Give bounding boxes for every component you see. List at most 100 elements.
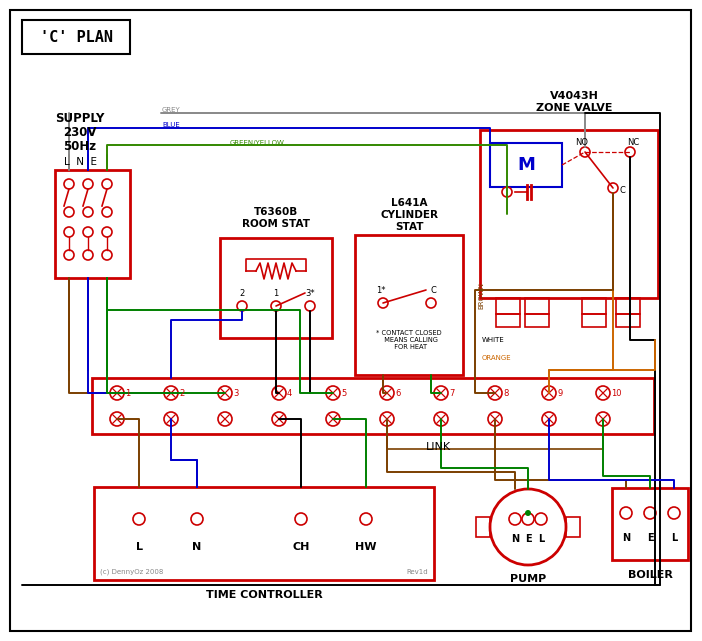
Circle shape bbox=[509, 513, 521, 525]
Text: C: C bbox=[430, 285, 436, 294]
Bar bbox=[476, 517, 490, 537]
Text: L: L bbox=[538, 534, 544, 544]
Text: C: C bbox=[619, 185, 625, 194]
Circle shape bbox=[102, 179, 112, 189]
Circle shape bbox=[64, 179, 74, 189]
Text: 3: 3 bbox=[233, 388, 239, 397]
Text: 7: 7 bbox=[449, 388, 454, 397]
Circle shape bbox=[164, 386, 178, 400]
Circle shape bbox=[360, 513, 372, 525]
Text: Rev1d: Rev1d bbox=[406, 569, 428, 575]
Text: 1*: 1* bbox=[376, 285, 386, 294]
Circle shape bbox=[608, 183, 618, 193]
Text: BLUE: BLUE bbox=[162, 122, 180, 128]
Circle shape bbox=[525, 510, 531, 516]
Bar bbox=[616, 298, 640, 314]
Text: 1: 1 bbox=[125, 388, 131, 397]
Circle shape bbox=[218, 386, 232, 400]
Text: 10: 10 bbox=[611, 388, 621, 397]
Bar bbox=[355, 235, 463, 375]
Circle shape bbox=[83, 250, 93, 260]
Circle shape bbox=[83, 207, 93, 217]
Circle shape bbox=[490, 489, 566, 565]
Text: BOILER: BOILER bbox=[628, 570, 673, 580]
Bar bbox=[612, 488, 688, 560]
Circle shape bbox=[271, 301, 281, 311]
Circle shape bbox=[110, 412, 124, 426]
Text: PUMP: PUMP bbox=[510, 574, 546, 584]
Text: NO: NO bbox=[576, 138, 588, 147]
Text: HW: HW bbox=[355, 542, 377, 552]
Text: L: L bbox=[671, 533, 677, 543]
Circle shape bbox=[542, 386, 556, 400]
Text: NC: NC bbox=[627, 138, 639, 147]
Circle shape bbox=[295, 513, 307, 525]
Text: * CONTACT CLOSED
  MEANS CALLING
  FOR HEAT: * CONTACT CLOSED MEANS CALLING FOR HEAT bbox=[376, 330, 442, 350]
Circle shape bbox=[522, 513, 534, 525]
Circle shape bbox=[64, 250, 74, 260]
Text: E: E bbox=[647, 533, 654, 543]
Circle shape bbox=[64, 227, 74, 237]
Text: 5: 5 bbox=[341, 388, 346, 397]
Circle shape bbox=[102, 207, 112, 217]
Circle shape bbox=[83, 179, 93, 189]
Text: SUPPLY: SUPPLY bbox=[55, 112, 105, 124]
Text: L641A
CYLINDER
STAT: L641A CYLINDER STAT bbox=[380, 199, 438, 231]
Text: TIME CONTROLLER: TIME CONTROLLER bbox=[206, 590, 322, 600]
Text: 4: 4 bbox=[287, 388, 292, 397]
Text: 9: 9 bbox=[557, 388, 562, 397]
Circle shape bbox=[218, 412, 232, 426]
Circle shape bbox=[580, 147, 590, 157]
Circle shape bbox=[237, 301, 247, 311]
Text: N: N bbox=[511, 534, 519, 544]
Circle shape bbox=[434, 386, 448, 400]
Text: V4043H
ZONE VALVE: V4043H ZONE VALVE bbox=[536, 91, 612, 113]
Circle shape bbox=[191, 513, 203, 525]
Circle shape bbox=[426, 298, 436, 308]
Text: GREY: GREY bbox=[162, 107, 180, 113]
Circle shape bbox=[64, 207, 74, 217]
Text: ORANGE: ORANGE bbox=[482, 355, 512, 361]
Text: 50Hz: 50Hz bbox=[63, 140, 97, 153]
Circle shape bbox=[502, 187, 512, 197]
Text: GREEN/YELLOW: GREEN/YELLOW bbox=[230, 140, 285, 146]
Text: (c) DennyOz 2008: (c) DennyOz 2008 bbox=[100, 569, 164, 575]
Bar bbox=[525, 298, 549, 314]
Circle shape bbox=[620, 507, 632, 519]
Circle shape bbox=[535, 513, 547, 525]
Circle shape bbox=[164, 412, 178, 426]
Bar bbox=[616, 314, 640, 327]
Circle shape bbox=[542, 412, 556, 426]
Circle shape bbox=[83, 227, 93, 237]
Circle shape bbox=[380, 386, 394, 400]
Text: T6360B
ROOM STAT: T6360B ROOM STAT bbox=[242, 207, 310, 229]
Bar bbox=[525, 314, 549, 327]
Bar bbox=[480, 130, 658, 298]
Text: 3*: 3* bbox=[305, 288, 314, 297]
Circle shape bbox=[596, 386, 610, 400]
Bar bbox=[566, 517, 580, 537]
Circle shape bbox=[378, 298, 388, 308]
Bar bbox=[22, 20, 130, 54]
Circle shape bbox=[434, 412, 448, 426]
Text: WHITE: WHITE bbox=[482, 337, 505, 343]
Text: L  N  E: L N E bbox=[63, 157, 96, 167]
Circle shape bbox=[488, 386, 502, 400]
Bar bbox=[55, 170, 130, 278]
Bar bbox=[496, 298, 520, 314]
Circle shape bbox=[488, 412, 502, 426]
Bar bbox=[582, 314, 606, 327]
Text: L: L bbox=[135, 542, 143, 552]
Text: M: M bbox=[517, 156, 535, 174]
Circle shape bbox=[326, 412, 340, 426]
Bar bbox=[490, 143, 562, 187]
Circle shape bbox=[596, 412, 610, 426]
Circle shape bbox=[668, 507, 680, 519]
Text: 2: 2 bbox=[239, 288, 244, 297]
Bar bbox=[220, 238, 332, 338]
Circle shape bbox=[305, 301, 315, 311]
Text: 6: 6 bbox=[395, 388, 400, 397]
Text: E: E bbox=[524, 534, 531, 544]
Circle shape bbox=[110, 386, 124, 400]
Circle shape bbox=[133, 513, 145, 525]
